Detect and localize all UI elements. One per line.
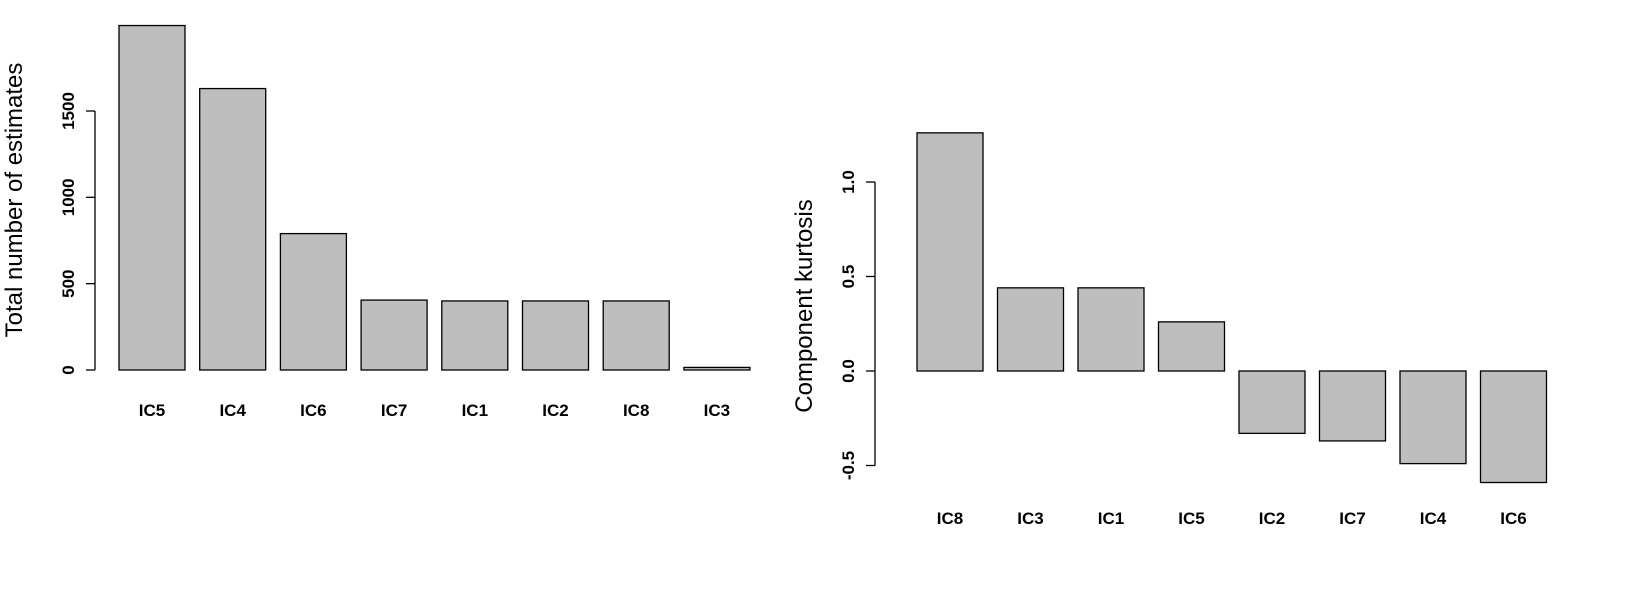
bar-ic6 [279,232,348,371]
y-tick-label: 1000 [59,178,78,216]
y-tick-label: 500 [59,269,78,297]
bar-ic3 [683,366,751,371]
y-tick-label: 0.5 [839,265,858,289]
category-label: IC8 [623,401,649,420]
bar-ic2 [1238,370,1306,435]
category-label: IC6 [1500,509,1526,528]
category-label: IC1 [462,401,488,420]
bar-ic2 [521,300,590,371]
category-label: IC1 [1098,509,1124,528]
bar-ic4 [1399,370,1467,465]
category-label: IC2 [542,401,568,420]
y-axis-title: Component kurtosis [791,199,818,412]
bar-ic8 [916,132,984,372]
category-label: IC3 [704,401,730,420]
category-label: IC8 [937,509,963,528]
category-label: IC7 [381,401,407,420]
kurtosis-bar-chart: IC8 IC3 IC1 IC5 IC2 IC7 IC4 IC6 -0.5 0.0 0.5 1.0 Com… [791,132,1548,528]
category-label: IC2 [1259,509,1285,528]
category-label: IC4 [219,401,246,420]
y-tick-label: 1.0 [839,170,858,194]
category-label: IC5 [139,401,165,420]
category-label: IC6 [300,401,326,420]
category-label: IC4 [1420,509,1447,528]
category-label: IC3 [1017,509,1043,528]
bar-ic7 [1318,370,1387,442]
bar-ic6 [1479,370,1548,484]
bar-ic1 [441,300,509,371]
estimates-bar-chart: IC5 IC4 IC6 IC7 IC1 IC2 IC8 IC3 0 500 1000 1500 Tota… [1,24,751,420]
bar-ic8 [602,300,670,371]
bar-ic3 [996,287,1065,372]
y-axis-title: Total number of estimates [1,63,28,338]
category-label: IC5 [1178,509,1204,528]
bar-ic1 [1077,287,1145,372]
category-label: IC7 [1339,509,1365,528]
y-tick-label: 1500 [59,92,78,130]
bar-ic5 [118,24,186,371]
bar-ic5 [1157,321,1226,372]
y-tick-label: -0.5 [839,451,858,480]
y-tick-label: 0.0 [839,359,858,383]
bar-ic4 [199,87,267,371]
y-tick-label: 0 [59,365,78,374]
bar-ic7 [360,299,428,371]
